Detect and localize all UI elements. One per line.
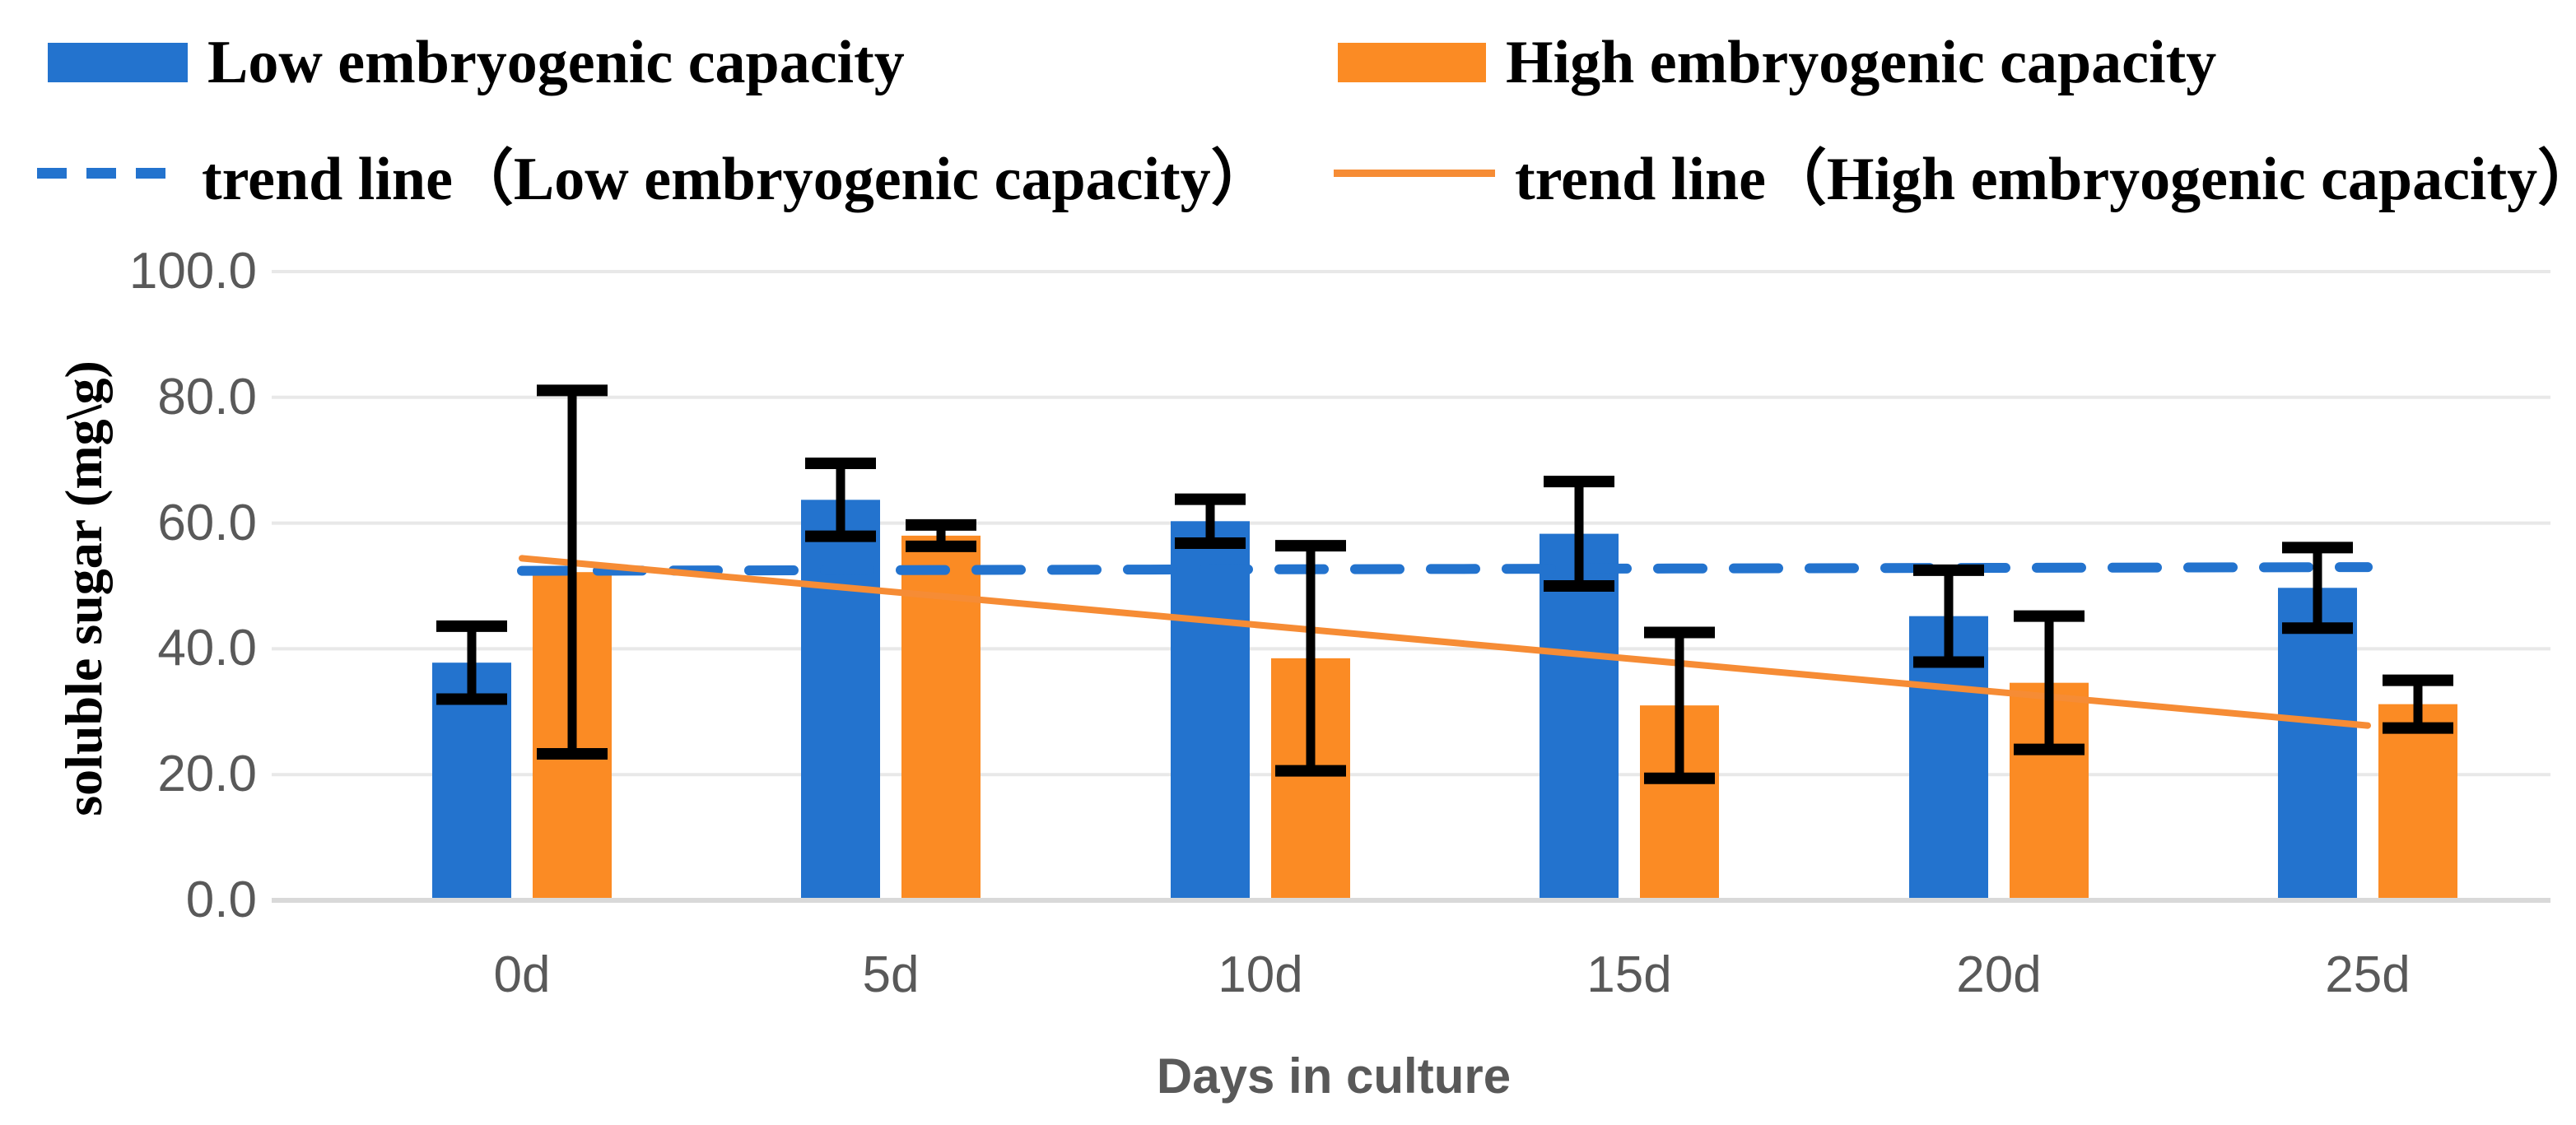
bar-low-5d [801, 500, 880, 900]
legend-item-trend-low: trend line（Low embryogenic capacity） [37, 133, 1272, 213]
error-bar-high-5d [906, 518, 976, 552]
legend-swatch-high-icon [1338, 43, 1486, 82]
error-bar-low-0d [436, 620, 507, 705]
error-bar-high-25d [2383, 674, 2453, 734]
error-bar-high-10d [1275, 540, 1346, 777]
error-bar-high-0d [537, 384, 608, 760]
trend-line-low [517, 562, 2373, 576]
error-bar-low-5d [805, 458, 876, 542]
bar-low-10d [1171, 521, 1250, 900]
legend-label-high: High embryogenic capacity [1506, 28, 2217, 96]
error-bar-low-20d [1913, 564, 1984, 668]
error-bar-high-20d [2014, 610, 2085, 755]
legend-label-trend-low: trend line（Low embryogenic capacity） [202, 145, 1272, 213]
x-tick-label-25d: 25d [2325, 946, 2411, 1003]
x-tick-label-0d: 0d [493, 946, 551, 1003]
y-tick-label-60.0: 60.0 [157, 494, 257, 551]
x-tick-label-10d: 10d [1218, 946, 1303, 1003]
legend-dashed-line-icon [37, 167, 182, 179]
trend-line-high [519, 555, 2371, 729]
y-tick-label-100.0: 100.0 [128, 243, 257, 300]
legend-swatch-low-icon [48, 43, 188, 82]
legend-item-low: Low embryogenic capacity [48, 23, 905, 102]
x-tick-label-5d: 5d [862, 946, 920, 1003]
x-tick-label-20d: 20d [1956, 946, 2042, 1003]
legend-item-trend-high: trend line（High embryogenic capacity） [1334, 133, 2576, 213]
error-bar-low-25d [2282, 542, 2353, 635]
bar-low-15d [1540, 533, 1619, 900]
bar-low-25d [2278, 588, 2357, 900]
y-tick-label-20.0: 20.0 [157, 746, 257, 803]
y-tick-label-0.0: 0.0 [185, 872, 257, 928]
y-tick-label-40.0: 40.0 [157, 620, 257, 677]
error-bar-low-10d [1175, 493, 1246, 550]
legend-solid-line-icon [1334, 169, 1495, 177]
error-bar-low-15d [1544, 476, 1614, 592]
bar-high-25d [2378, 704, 2457, 900]
bar-high-5d [901, 535, 981, 900]
legend-label-trend-high: trend line（High embryogenic capacity） [1515, 145, 2576, 213]
x-axis-title: Days in culture [1156, 1048, 1512, 1104]
legend-item-high: High embryogenic capacity [1338, 23, 2216, 102]
legend-label-low: Low embryogenic capacity [207, 28, 905, 96]
x-tick-label-15d: 15d [1586, 946, 1672, 1003]
error-bar-high-15d [1644, 626, 1715, 784]
y-tick-label-80.0: 80.0 [157, 368, 257, 425]
